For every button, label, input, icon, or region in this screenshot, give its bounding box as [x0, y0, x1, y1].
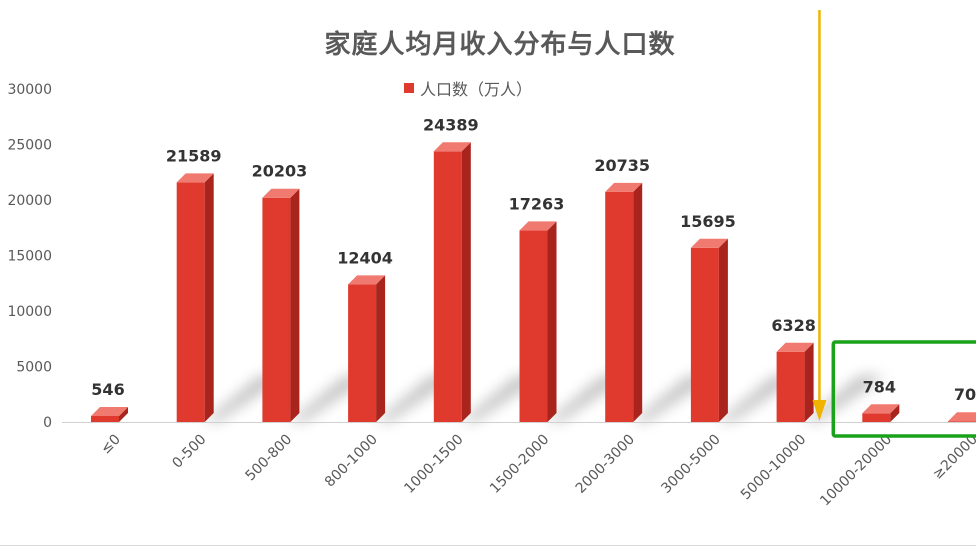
x-tick-label: 5000-10000 [738, 432, 810, 504]
bar [433, 142, 471, 422]
x-tick-label: 1000-1500 [401, 432, 466, 497]
bar-side [633, 182, 643, 422]
bar [519, 221, 557, 422]
bar-shadow [804, 376, 885, 422]
data-label: 17263 [509, 194, 565, 213]
x-tick-label: 3000-5000 [658, 432, 723, 497]
bar-side [461, 142, 471, 422]
x-tick-label: ≤0 [98, 432, 124, 458]
data-label: 20203 [252, 162, 308, 181]
data-label: 15695 [680, 212, 736, 231]
bar-front [91, 415, 119, 422]
bar-front [433, 151, 462, 422]
bar-side [804, 342, 814, 422]
data-label: 24389 [423, 115, 479, 134]
bar-top [519, 221, 557, 231]
legend-label: 人口数（万人） [420, 80, 533, 99]
y-tick-label: 30000 [7, 82, 52, 98]
y-tick-label: 10000 [7, 304, 52, 320]
bar-side [890, 404, 900, 422]
legend: 人口数（万人） [404, 77, 532, 99]
x-tick-label: 500-800 [243, 432, 296, 485]
x-tick-label: 0-500 [169, 432, 209, 472]
bar [176, 173, 214, 422]
bar [91, 406, 128, 422]
x-tick-label: 10000-20000 [817, 432, 895, 510]
bar-top [690, 238, 728, 248]
bar-top [348, 275, 386, 285]
bar-front [948, 421, 976, 422]
data-label: 21589 [166, 146, 222, 165]
x-tick-label: 1500-2000 [487, 432, 552, 497]
bar [605, 182, 643, 422]
bar [862, 404, 900, 422]
data-label: 70 [954, 385, 976, 404]
data-label: 20735 [594, 156, 650, 175]
bar-front [776, 351, 805, 422]
data-label: 784 [863, 377, 896, 396]
bar-front [262, 197, 291, 422]
bar-front [519, 230, 548, 422]
chart-title: 家庭人均月收入分布与人口数 [324, 30, 676, 60]
bar [348, 275, 386, 422]
divider-arrow-icon [812, 10, 827, 421]
bar-side [718, 238, 728, 422]
frame-bottom-divider [0, 545, 976, 546]
data-label: 546 [91, 380, 124, 399]
bar [690, 238, 728, 422]
x-tick-label: 800-1000 [322, 432, 381, 491]
bar [262, 188, 300, 422]
x-tick-label: ≥20000 [930, 432, 976, 483]
y-tick-label: 5000 [16, 360, 52, 376]
bar-side [547, 221, 557, 422]
bar-top [776, 342, 814, 352]
bar-front [348, 284, 377, 422]
bar-front [176, 182, 205, 422]
x-tick-label: 2000-3000 [573, 432, 638, 497]
y-tick-label: 15000 [7, 249, 52, 265]
bar-top [605, 182, 643, 192]
bar-side [204, 173, 214, 422]
data-label: 6328 [771, 316, 816, 335]
bar-top [176, 173, 214, 183]
y-tick-label: 0 [43, 415, 52, 431]
bar-side [290, 188, 300, 422]
data-label: 12404 [337, 248, 393, 267]
bar-side [376, 275, 386, 422]
y-tick-label: 20000 [7, 193, 52, 209]
bar-top [862, 404, 900, 414]
bar [948, 412, 976, 422]
bar-top [948, 412, 976, 422]
bar-front [862, 413, 891, 422]
legend-swatch-icon [404, 83, 414, 93]
bar [776, 342, 814, 422]
bar-side [119, 406, 128, 422]
bar-top [433, 142, 471, 152]
highlight-box [831, 340, 976, 438]
bar-front [605, 191, 634, 422]
bar-front [690, 247, 719, 422]
bar-top [262, 188, 300, 198]
bar-top [91, 406, 128, 416]
y-tick-label: 25000 [7, 138, 52, 154]
